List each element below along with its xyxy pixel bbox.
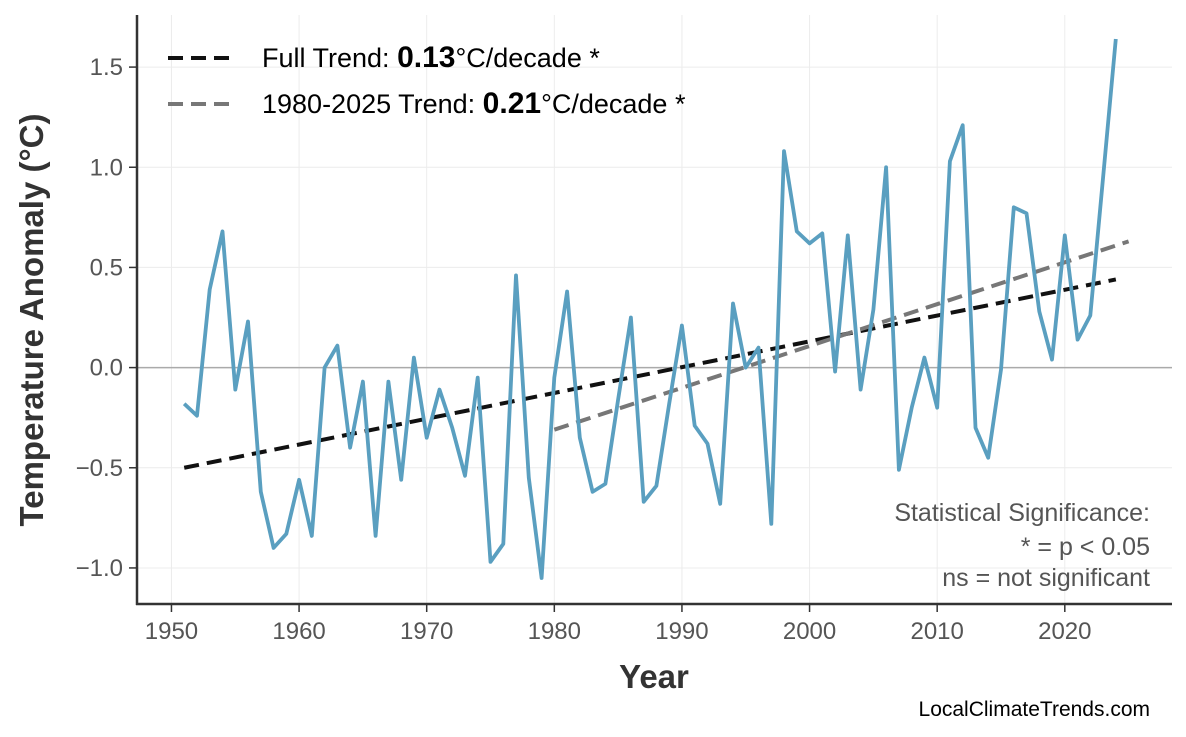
y-axis-label: Temperature Anomaly (°C): [13, 114, 50, 527]
trend-lines: [183, 239, 1130, 470]
x-tick-label: 1990: [655, 618, 708, 645]
legend-label-recent-trend: 1980-2025 Trend: 0.21°C/decade *: [262, 87, 686, 120]
x-tick-label: 2020: [1038, 618, 1091, 645]
y-tick-label: 0.0: [90, 355, 123, 382]
significance-note-line: * = p < 0.05: [1021, 533, 1150, 561]
y-tick-label: 1.5: [90, 54, 123, 81]
x-tick-label: 1950: [145, 618, 198, 645]
watermark: LocalClimateTrends.com: [919, 698, 1150, 721]
y-tick-label: 0.5: [90, 254, 123, 281]
full-trend-line: [183, 277, 1117, 470]
significance-note: Statistical Significance: * = p < 0.05 n…: [894, 499, 1150, 592]
x-tick-label: 1960: [272, 618, 325, 645]
x-tick-label: 2010: [910, 618, 963, 645]
significance-note-line: ns = not significant: [942, 564, 1150, 592]
x-axis-label: Year: [619, 658, 689, 695]
legend: Full Trend: 0.13°C/decade * 1980-2025 Tr…: [168, 41, 686, 120]
significance-note-title: Statistical Significance:: [894, 499, 1150, 527]
legend-label-full-trend: Full Trend: 0.13°C/decade *: [262, 41, 600, 74]
data-series: [182, 38, 1118, 580]
x-tick-label: 1980: [528, 618, 581, 645]
anomaly-line: [182, 38, 1118, 580]
y-tick-labels: −1.0 −0.5 0.0 0.5 1.0 1.5: [76, 54, 123, 582]
x-tick-labels: 1950 1960 1970 1980 1990 2000 2010 2020: [145, 618, 1092, 645]
x-tick-label: 1970: [400, 618, 453, 645]
recent-trend-line: [553, 239, 1130, 432]
axes: [129, 15, 1172, 612]
y-tick-label: −0.5: [76, 455, 123, 482]
y-tick-label: 1.0: [90, 154, 123, 181]
y-tick-label: −1.0: [76, 555, 123, 582]
x-tick-label: 2000: [783, 618, 836, 645]
